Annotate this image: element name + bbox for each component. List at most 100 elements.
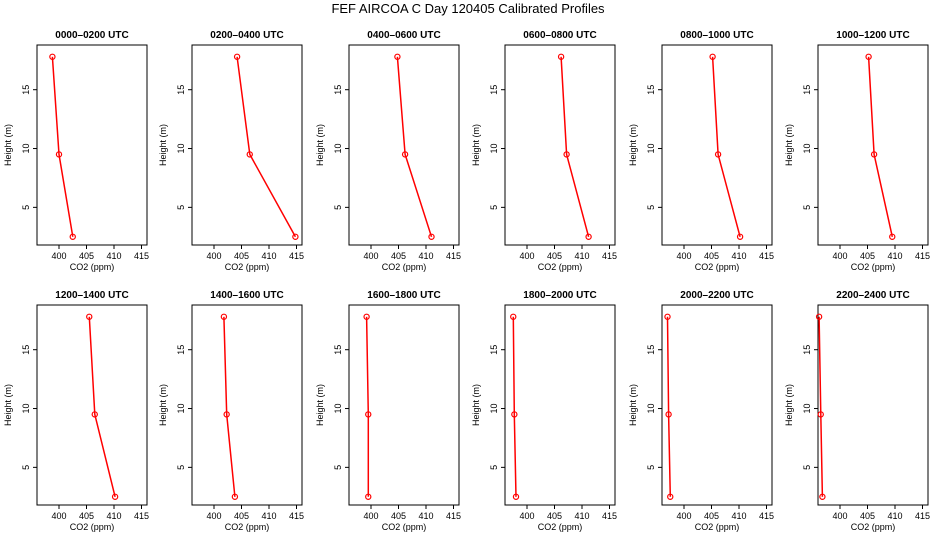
data-point bbox=[246, 151, 253, 158]
data-point bbox=[292, 233, 299, 240]
y-tick-label: 5 bbox=[646, 465, 656, 470]
panel-title: 2000–2200 UTC bbox=[680, 290, 753, 301]
data-point bbox=[223, 411, 230, 418]
x-axis-label: CO2 (ppm) bbox=[538, 262, 583, 272]
panel-title: 1800–2000 UTC bbox=[523, 290, 596, 301]
y-axis-label: Height (m) bbox=[784, 124, 794, 166]
data-point bbox=[55, 151, 63, 158]
co2-profile-line bbox=[711, 56, 741, 237]
figure-title: FEF AIRCOA C Day 120405 Calibrated Profi… bbox=[331, 1, 605, 16]
x-tick-label: 410 bbox=[574, 251, 589, 261]
profile-panel: 0800–1000 UTC 400 405 410 415 5 10 15 CO2 (ppm) H… bbox=[628, 30, 774, 272]
x-tick-label: 410 bbox=[731, 251, 746, 261]
plot-frame bbox=[36, 44, 148, 246]
x-tick-label: 405 bbox=[704, 251, 719, 261]
co2-profile-line bbox=[818, 316, 824, 497]
x-tick-label: 405 bbox=[79, 511, 94, 521]
plot-frame bbox=[817, 304, 929, 506]
y-axis-label: Height (m) bbox=[471, 384, 481, 426]
x-tick-label: 400 bbox=[832, 511, 847, 521]
plot-frame bbox=[661, 304, 773, 506]
x-tick-label: 400 bbox=[519, 511, 534, 521]
x-tick-label: 405 bbox=[234, 511, 249, 521]
x-tick-label: 415 bbox=[759, 511, 774, 521]
y-tick-label: 10 bbox=[176, 144, 186, 154]
x-tick-label: 405 bbox=[860, 511, 875, 521]
y-tick-label: 10 bbox=[646, 404, 656, 414]
data-point bbox=[511, 411, 518, 418]
data-point bbox=[870, 151, 878, 158]
y-tick-label: 15 bbox=[176, 85, 186, 95]
y-axis-label: Height (m) bbox=[3, 384, 13, 426]
data-point bbox=[585, 233, 592, 240]
co2-profile-line bbox=[396, 56, 433, 238]
y-tick-label: 5 bbox=[489, 465, 499, 470]
x-tick-label: 415 bbox=[289, 251, 304, 261]
data-point bbox=[510, 313, 517, 320]
x-tick-label: 400 bbox=[206, 251, 221, 261]
panel-title: 1600–1800 UTC bbox=[367, 290, 440, 301]
y-tick-label: 5 bbox=[333, 465, 343, 470]
y-tick-label: 10 bbox=[802, 144, 812, 154]
x-tick-label: 410 bbox=[574, 511, 589, 521]
x-tick-label: 410 bbox=[887, 511, 902, 521]
y-tick-label: 10 bbox=[21, 404, 31, 414]
x-tick-label: 415 bbox=[134, 511, 149, 521]
y-axis-label: Height (m) bbox=[158, 384, 168, 426]
x-tick-label: 410 bbox=[887, 251, 902, 261]
x-tick-label: 405 bbox=[79, 251, 94, 261]
x-axis-label: CO2 (ppm) bbox=[851, 262, 896, 272]
x-tick-label: 405 bbox=[391, 251, 406, 261]
x-tick-label: 410 bbox=[731, 511, 746, 521]
x-tick-label: 415 bbox=[446, 251, 461, 261]
co2-profile-line bbox=[236, 56, 297, 238]
y-axis-label: Height (m) bbox=[315, 384, 325, 426]
x-tick-label: 415 bbox=[134, 251, 149, 261]
plot-frame bbox=[191, 304, 303, 506]
data-point bbox=[889, 233, 896, 240]
data-point bbox=[664, 313, 671, 320]
data-point bbox=[401, 151, 409, 158]
x-axis-label: CO2 (ppm) bbox=[538, 522, 583, 532]
plot-frame bbox=[661, 44, 773, 246]
x-tick-label: 400 bbox=[363, 251, 378, 261]
x-tick-label: 400 bbox=[832, 251, 847, 261]
y-tick-label: 15 bbox=[489, 345, 499, 355]
y-axis-label: Height (m) bbox=[628, 384, 638, 426]
panel-title: 1400–1600 UTC bbox=[210, 290, 283, 301]
data-point bbox=[86, 313, 93, 320]
y-tick-label: 5 bbox=[333, 205, 343, 210]
x-tick-label: 415 bbox=[289, 511, 304, 521]
profile-panel: 2200–2400 UTC 400 405 410 415 5 10 15 CO2 (ppm) H… bbox=[784, 290, 930, 532]
x-tick-label: 405 bbox=[704, 511, 719, 521]
y-tick-label: 15 bbox=[21, 85, 31, 95]
co2-profile-line bbox=[666, 316, 672, 497]
x-tick-label: 405 bbox=[860, 251, 875, 261]
x-axis-label: CO2 (ppm) bbox=[225, 262, 270, 272]
x-axis-label: CO2 (ppm) bbox=[695, 522, 740, 532]
x-tick-label: 405 bbox=[547, 511, 562, 521]
panel-title: 0200–0400 UTC bbox=[210, 30, 283, 41]
data-point bbox=[667, 493, 674, 500]
data-point bbox=[512, 493, 520, 500]
co2-profile-line bbox=[512, 316, 517, 497]
x-axis-label: CO2 (ppm) bbox=[70, 522, 115, 532]
y-axis-label: Height (m) bbox=[471, 124, 481, 166]
y-tick-label: 15 bbox=[333, 85, 343, 95]
panel-title: 1000–1200 UTC bbox=[836, 30, 909, 41]
x-tick-label: 410 bbox=[261, 511, 276, 521]
y-tick-label: 10 bbox=[489, 144, 499, 154]
y-tick-label: 15 bbox=[333, 345, 343, 355]
data-point bbox=[231, 493, 239, 500]
profile-panel: 1800–2000 UTC 400 405 410 415 5 10 15 CO2 (ppm) H… bbox=[471, 290, 617, 532]
profile-panel: 2000–2200 UTC 400 405 410 415 5 10 15 CO2 (ppm) H… bbox=[628, 290, 774, 532]
x-tick-label: 400 bbox=[676, 511, 691, 521]
x-tick-label: 410 bbox=[418, 251, 433, 261]
y-tick-label: 5 bbox=[646, 205, 656, 210]
data-point bbox=[709, 53, 716, 60]
x-tick-label: 400 bbox=[363, 511, 378, 521]
y-tick-label: 15 bbox=[489, 85, 499, 95]
data-point bbox=[365, 411, 372, 418]
y-tick-label: 5 bbox=[802, 465, 812, 470]
